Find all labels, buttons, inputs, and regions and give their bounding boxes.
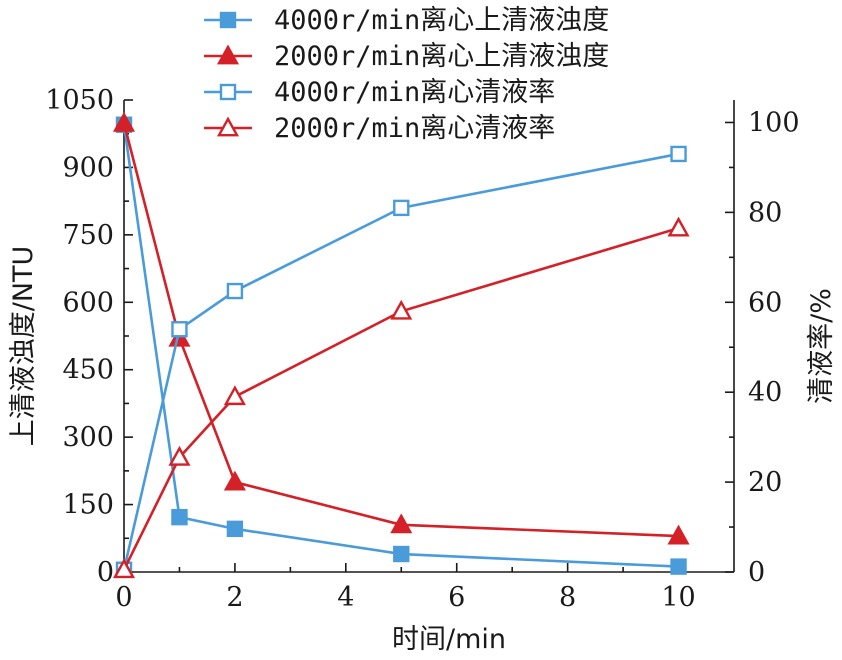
series-1 (115, 116, 687, 575)
right-y-tick-label: 40 (748, 377, 782, 408)
legend-marker (219, 11, 237, 29)
data-point (112, 558, 136, 579)
data-point (112, 111, 136, 132)
right-y-tick-label: 0 (748, 557, 765, 588)
left-y-axis-title: 上清液浊度/NTU (8, 246, 39, 447)
x-tick-label: 4 (337, 582, 354, 613)
legend-marker (216, 44, 240, 65)
data-point (393, 199, 410, 217)
data-point (667, 524, 690, 545)
series-4 (112, 216, 690, 579)
data-point (390, 513, 413, 534)
right-y-tick-label: 80 (748, 197, 782, 228)
left-y-tick-label: 150 (62, 490, 114, 521)
legend-label: 2000r/min离心清液率 (274, 113, 555, 144)
series-line (122, 124, 679, 568)
legend-marker (219, 83, 237, 101)
legend-item: 4000r/min离心清液率 (204, 77, 555, 108)
legend: 4000r/min离心上清液浊度 2000r/min离心上清液浊度 4000r/mi… (204, 5, 609, 144)
x-tick-label: 2 (226, 582, 243, 613)
x-tick-label: 0 (115, 582, 132, 613)
data-point (171, 321, 188, 338)
left-y-tick-label: 300 (62, 422, 114, 453)
left-y-tick-label: 600 (62, 287, 114, 318)
left-y-tick-label: 1050 (45, 85, 114, 116)
data-point (670, 145, 687, 163)
data-point (393, 545, 410, 563)
data-point (168, 445, 191, 466)
x-axis-title: 时间/min (392, 624, 506, 655)
data-point (670, 558, 687, 575)
series-line (122, 123, 679, 538)
data-point (667, 216, 690, 237)
left-y-tick-label: 900 (62, 152, 114, 183)
legend-item: 2000r/min离心清液率 (204, 113, 555, 144)
data-point (226, 520, 244, 538)
legend-label: 4000r/min离心上清液浊度 (274, 5, 609, 36)
data-point (171, 508, 188, 526)
data-point (223, 470, 246, 491)
legend-item: 4000r/min离心上清液浊度 (204, 5, 609, 36)
series-line (122, 152, 679, 571)
left-y-tick-label: 0 (97, 557, 114, 588)
axes: 0 2 4 6 8 10015030045060075090010500204060801… (45, 85, 799, 613)
legend-label: 4000r/min离心清液率 (274, 77, 555, 108)
right-y-axis-title: 清液率/% (806, 288, 837, 404)
left-y-tick-label: 750 (62, 220, 114, 251)
data-point (390, 299, 413, 320)
x-tick-label: 10 (661, 582, 695, 613)
right-y-tick-label: 100 (748, 107, 800, 138)
left-y-tick-label: 450 (62, 355, 114, 386)
series-3 (115, 145, 687, 578)
right-y-tick-label: 60 (748, 287, 782, 318)
right-y-tick-label: 20 (748, 467, 782, 498)
x-tick-label: 8 (559, 582, 576, 613)
legend-item: 2000r/min离心上清液浊度 (204, 41, 609, 72)
series-2 (112, 111, 690, 545)
legend-label: 2000r/min离心上清液浊度 (274, 41, 609, 72)
x-tick-label: 6 (448, 582, 465, 613)
data-point (226, 282, 244, 300)
data-point (223, 385, 246, 406)
series-layer (112, 111, 690, 579)
legend-marker (216, 116, 240, 137)
